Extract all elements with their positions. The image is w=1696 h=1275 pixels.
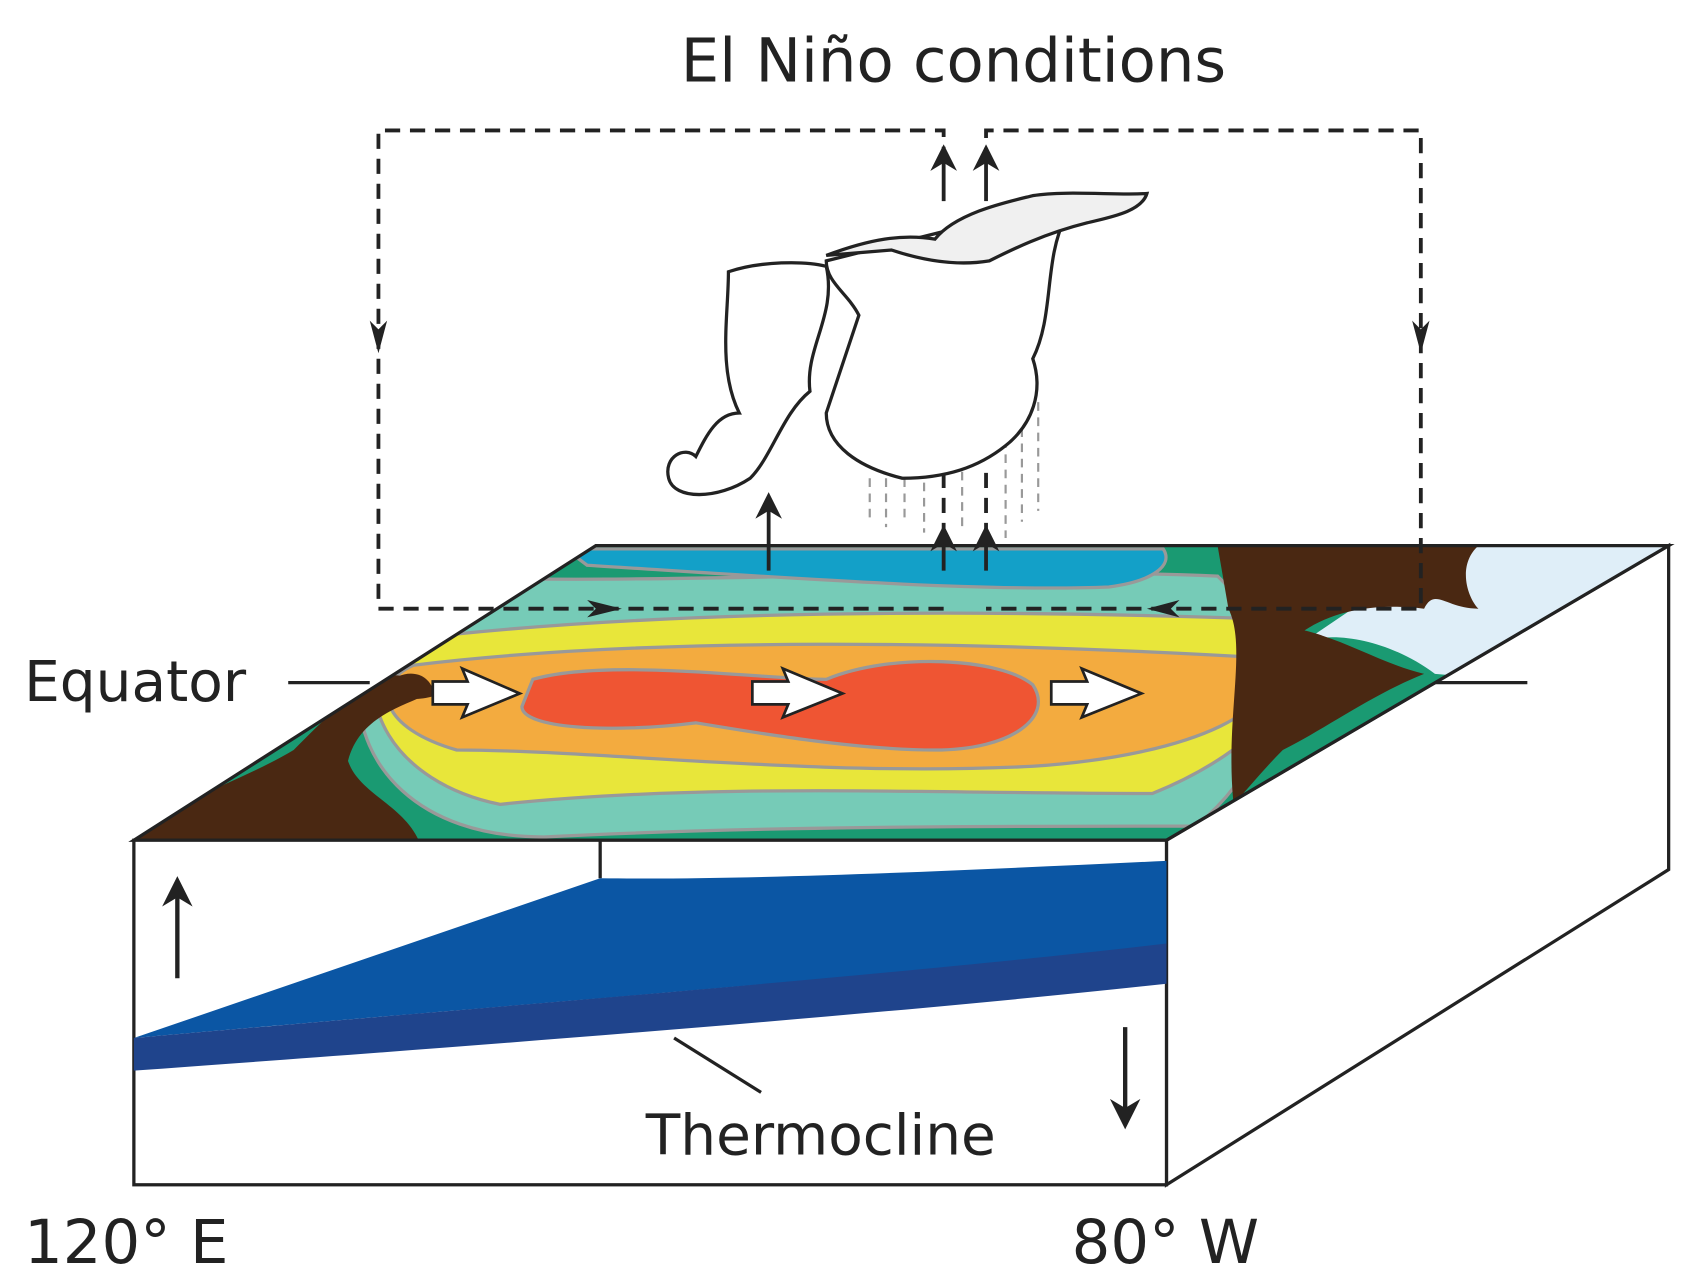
equator-label: Equator [24,650,247,715]
clouds [666,191,1150,497]
title: El Niño conditions [681,27,1226,97]
east-label: 80° W [1072,1208,1259,1275]
warm-layer [133,860,1167,1039]
circulation [376,128,1423,611]
wind-arrows [431,665,1146,720]
thermocline-label: Thermocline [645,1103,996,1168]
thermocline-band [133,943,1167,1071]
west-label: 120° E [24,1208,228,1275]
